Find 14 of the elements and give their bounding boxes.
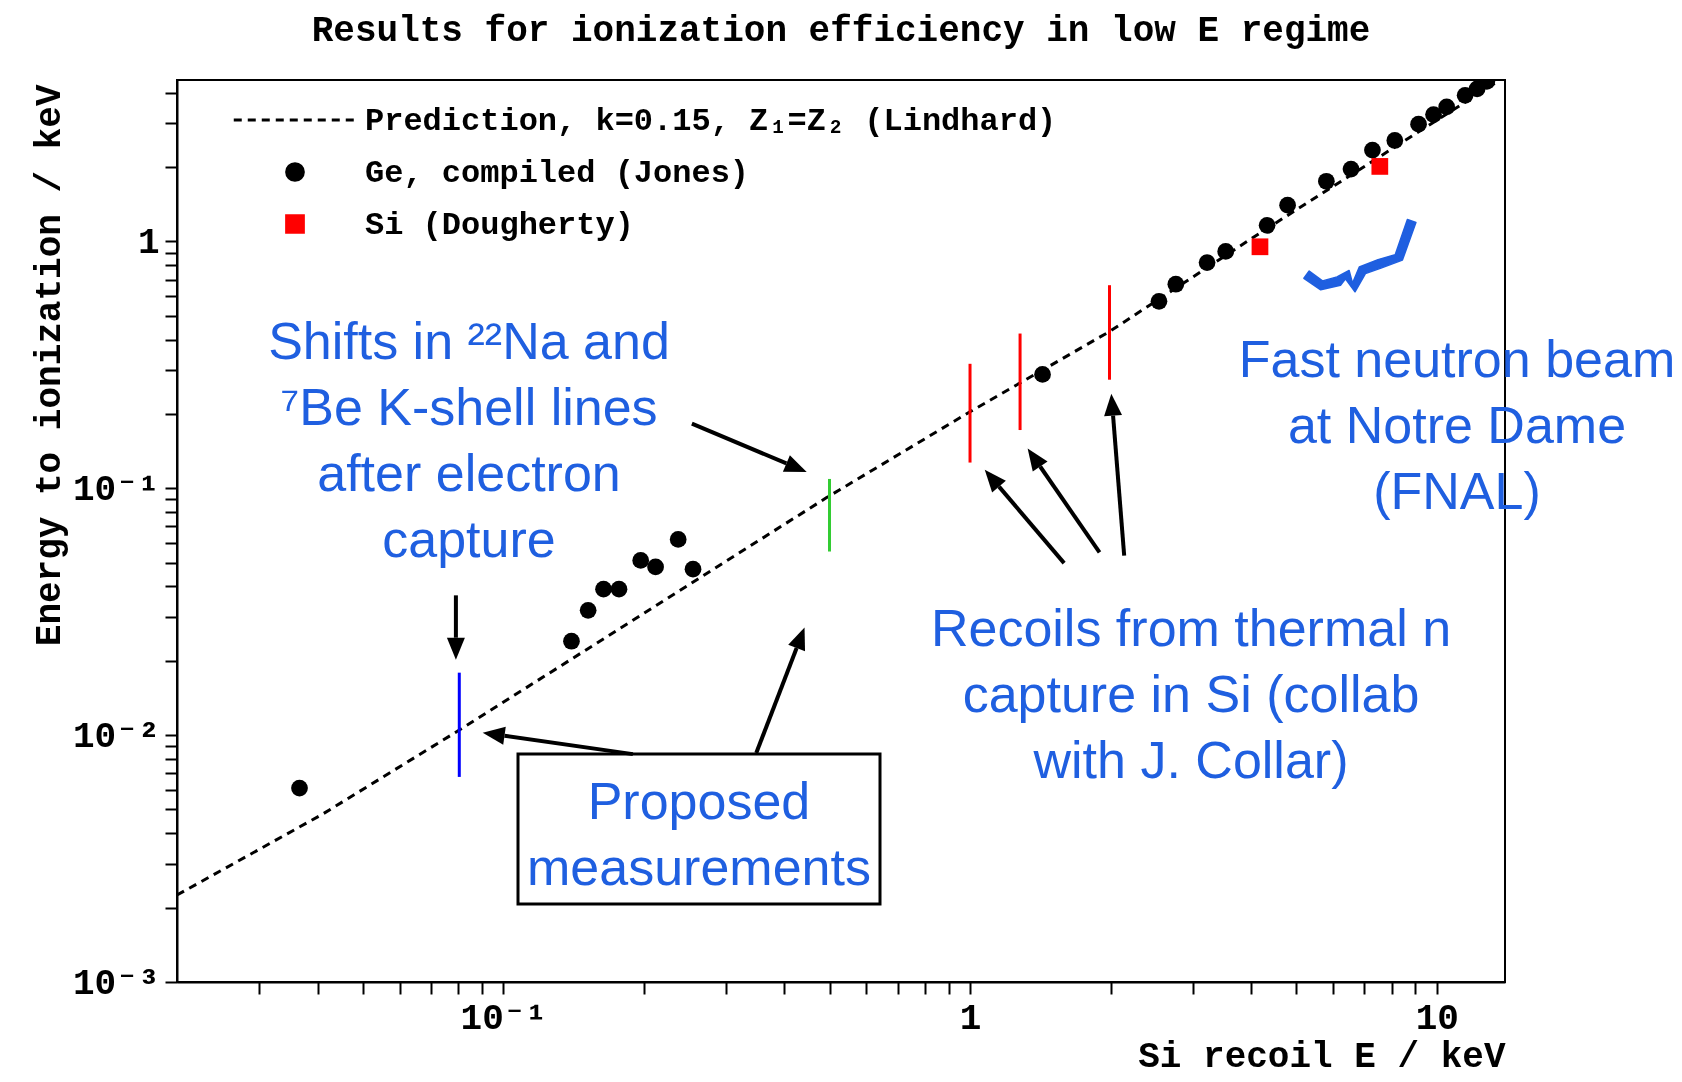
y-tick-label: 10⁻³	[73, 963, 160, 1005]
y-tick-label: 10⁻²	[73, 716, 160, 758]
x-tick-label: 1	[959, 998, 982, 1040]
y-tick-label: 1	[137, 222, 160, 264]
legend-label: Ge, compiled (Jones)	[365, 155, 750, 192]
y-axis-title: Energy to ionization / keV	[29, 84, 71, 647]
legend-label: Si (Dougherty)	[365, 207, 634, 244]
y-tick-label: 10⁻¹	[73, 469, 160, 511]
chart-title: Results for ionization efficiency in low E regime	[311, 10, 1371, 52]
annotation: Proposed measurements	[526, 771, 872, 898]
legend-label: Prediction, k=0.15, Z₁=Z₂ (Lindhard)	[365, 103, 1057, 140]
x-tick-label: 10⁻¹	[460, 998, 547, 1040]
annotation: Recoils from thermal n capture in Si (collab with J. Collar)	[929, 598, 1453, 791]
annotation: Shifts in ²²Na and ⁷Be K-shell lines after electron capture	[267, 311, 671, 570]
